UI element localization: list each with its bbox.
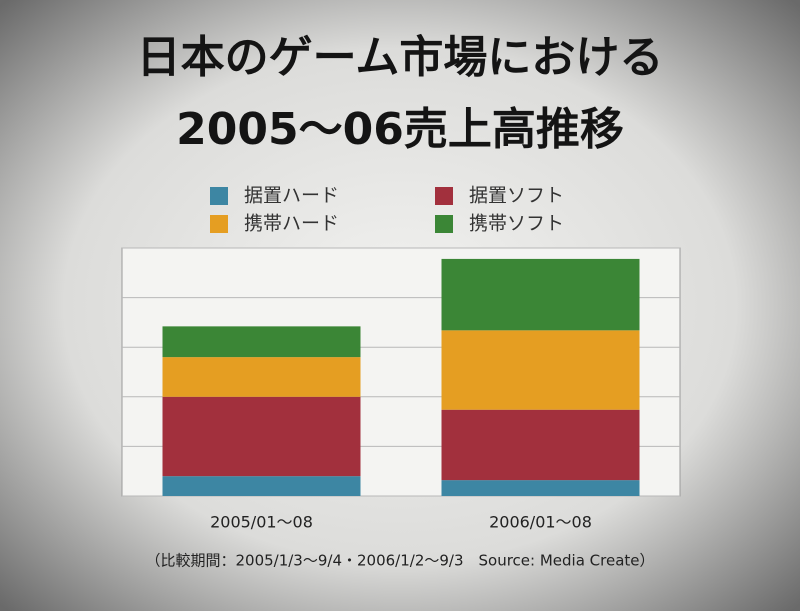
bar-segment xyxy=(441,330,640,410)
bar-segment xyxy=(162,396,361,477)
legend-swatch xyxy=(210,187,228,205)
x-tick-label: 2006/01～08 xyxy=(489,513,592,532)
x-tick-label: 2005/01～08 xyxy=(210,513,313,532)
legend-label: 携帯ハード xyxy=(244,213,339,235)
bar-segment xyxy=(441,480,640,496)
legend-swatch xyxy=(435,215,453,233)
chart-title: 2005～06売上高推移 xyxy=(176,104,624,155)
bar-segment xyxy=(162,326,361,358)
bar-segment xyxy=(441,258,640,331)
legend-label: 据置ハード xyxy=(244,185,339,207)
legend-label: 据置ソフト xyxy=(469,185,564,207)
bar-segment xyxy=(162,357,361,397)
legend-swatch xyxy=(210,215,228,233)
legend-label: 携帯ソフト xyxy=(469,213,564,235)
legend-swatch xyxy=(435,187,453,205)
bar-segment xyxy=(162,476,361,496)
footnote: （比較期間：2005/1/3～9/4・2006/1/2～9/3 Source: … xyxy=(145,552,654,570)
chart-title: 日本のゲーム市場における xyxy=(137,32,664,83)
bar-segment xyxy=(441,409,640,481)
